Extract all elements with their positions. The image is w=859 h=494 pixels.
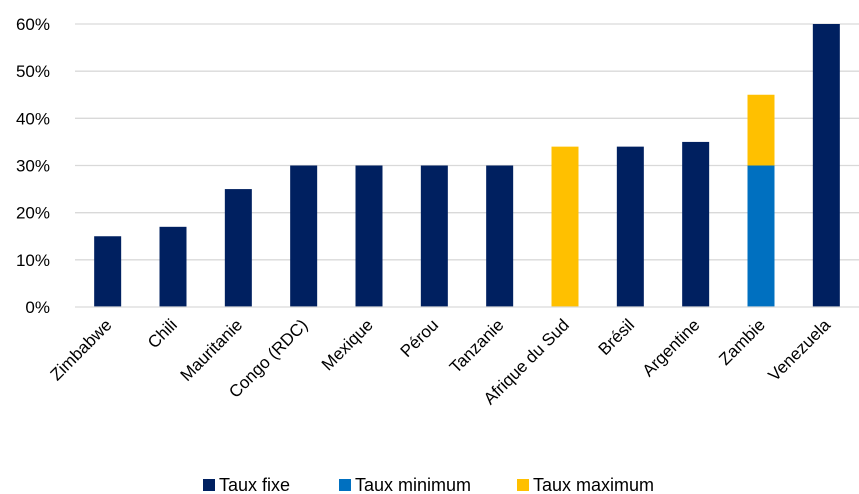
legend-label: Taux fixe bbox=[219, 475, 290, 494]
x-tick-label: Pérou bbox=[397, 315, 443, 361]
legend-item-taux-maximum: Taux maximum bbox=[517, 475, 654, 494]
bar-taux-maximum bbox=[747, 94, 775, 166]
bar-taux-fixe bbox=[94, 236, 122, 307]
x-tick-label: Mexique bbox=[318, 315, 377, 374]
bar-taux-fixe bbox=[812, 24, 840, 307]
x-tick-label: Chili bbox=[144, 315, 181, 352]
bars bbox=[94, 24, 840, 307]
bar-taux-maximum bbox=[551, 146, 579, 307]
x-tick-label: Brésil bbox=[595, 315, 638, 358]
legend-swatch bbox=[517, 479, 529, 491]
legend-label: Taux minimum bbox=[355, 475, 471, 494]
x-tick-label: Zambie bbox=[715, 315, 769, 369]
y-tick-label: 40% bbox=[16, 109, 50, 128]
x-tick-label: Venezuela bbox=[765, 315, 835, 385]
bar-taux-fixe bbox=[355, 165, 383, 307]
legend-swatch bbox=[339, 479, 351, 491]
y-tick-label: 30% bbox=[16, 157, 50, 176]
y-tick-label: 10% bbox=[16, 251, 50, 270]
bar-taux-minimum bbox=[747, 165, 775, 307]
y-axis-ticks: 0% 10% 20% 30% 40% 50% 60% bbox=[16, 15, 50, 317]
y-tick-label: 0% bbox=[25, 298, 50, 317]
bar-taux-fixe bbox=[616, 146, 644, 307]
y-tick-label: 50% bbox=[16, 62, 50, 81]
x-tick-label: Mauritanie bbox=[177, 315, 247, 385]
bar-taux-fixe bbox=[486, 165, 514, 307]
y-tick-label: 20% bbox=[16, 204, 50, 223]
bar-taux-fixe bbox=[290, 165, 318, 307]
legend-item-taux-fixe: Taux fixe bbox=[203, 475, 290, 494]
x-tick-label: Zimbabwe bbox=[47, 315, 116, 384]
x-tick-label: Argentine bbox=[639, 315, 704, 380]
y-tick-label: 60% bbox=[16, 15, 50, 34]
bar-taux-fixe bbox=[224, 189, 252, 307]
bar-taux-fixe bbox=[159, 226, 187, 307]
bar-taux-fixe bbox=[420, 165, 448, 307]
x-tick-label: Tanzanie bbox=[446, 315, 508, 377]
legend-item-taux-minimum: Taux minimum bbox=[339, 475, 471, 494]
legend: Taux fixe Taux minimum Taux maximum bbox=[203, 475, 654, 494]
legend-label: Taux maximum bbox=[533, 475, 654, 494]
gridlines bbox=[75, 23, 859, 261]
legend-swatch bbox=[203, 479, 215, 491]
bar-taux-fixe bbox=[682, 141, 710, 307]
